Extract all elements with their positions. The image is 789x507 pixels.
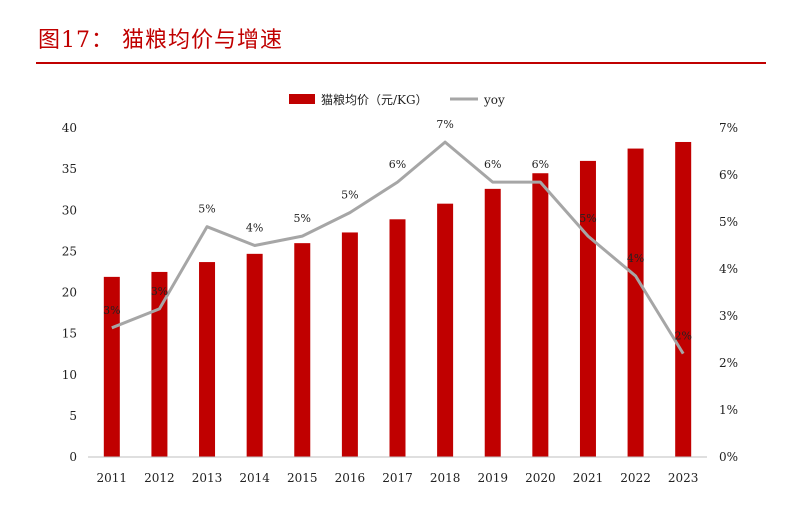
bar [484, 188, 501, 458]
x-axis-tick-label: 2011 [97, 471, 128, 485]
bar [675, 141, 692, 458]
bar [199, 262, 216, 457]
bar [579, 160, 596, 457]
bar [103, 276, 120, 457]
x-axis-tick-label: 2019 [477, 471, 508, 485]
x-axis-tick-label: 2021 [573, 471, 604, 485]
yoy-data-label: 6% [389, 158, 406, 171]
left-axis: 0 5 10 15 20 25 30 35 40 [62, 121, 77, 464]
x-axis-tick-label: 2023 [668, 471, 699, 485]
x-axis-tick-label: 2017 [382, 471, 413, 485]
x-axis-tick-label: 2022 [620, 471, 651, 485]
x-axis-tick-label: 2016 [335, 471, 366, 485]
yoy-data-label: 6% [484, 158, 501, 171]
legend-bar-label: 猫粮均价（元/KG） [321, 92, 428, 107]
left-axis-tick-label: 20 [62, 286, 77, 300]
yoy-data-label: 4% [627, 252, 644, 265]
left-axis-tick-label: 5 [69, 409, 77, 423]
bar [294, 243, 311, 457]
x-axis-tick-label: 2015 [287, 471, 318, 485]
bar [532, 173, 549, 458]
left-axis-tick-label: 0 [69, 450, 77, 464]
legend: 猫粮均价（元/KG） yoy [289, 92, 505, 107]
yoy-data-label: 4% [246, 222, 263, 235]
yoy-data-label: 3% [103, 304, 120, 317]
right-axis-tick-label: 0% [719, 450, 738, 464]
x-axis-tick-label: 2014 [239, 471, 270, 485]
yoy-line [111, 140, 685, 355]
bar [246, 253, 263, 457]
x-axis-tick-label: 2018 [430, 471, 461, 485]
yoy-data-label: 7% [436, 118, 453, 131]
left-axis-tick-label: 30 [62, 203, 77, 217]
yoy-data-label: 3% [151, 285, 168, 298]
right-axis-tick-label: 2% [719, 356, 738, 370]
x-axis-tick-label: 2013 [192, 471, 223, 485]
bar [627, 148, 644, 457]
yoy-data-label: 5% [579, 212, 596, 225]
bar-series [103, 141, 692, 458]
x-axis-labels: 2011 2012 2013 2014 2015 2016 2017 2018 2019 2020… [97, 471, 699, 485]
yoy-data-label: 6% [532, 158, 549, 171]
left-axis-tick-label: 25 [62, 244, 77, 258]
yoy-data-label: 2% [674, 330, 691, 343]
left-axis-tick-label: 35 [62, 162, 77, 176]
legend-line-label: yoy [483, 93, 505, 107]
yoy-data-label: 5% [198, 203, 215, 216]
yoy-data-label: 5% [341, 189, 358, 202]
bar [341, 232, 358, 457]
left-axis-tick-label: 10 [62, 368, 77, 382]
x-axis-tick-label: 2012 [144, 471, 175, 485]
bar [151, 271, 168, 457]
right-axis: 0% 1% 2% 3% 4% 5% 6% 7% [719, 121, 738, 464]
title-rule [36, 62, 766, 64]
right-axis-tick-label: 1% [719, 403, 738, 417]
yoy-data-label: 5% [294, 212, 311, 225]
legend-bar-swatch [289, 94, 315, 104]
right-axis-tick-label: 3% [719, 309, 738, 323]
x-axis-tick-label: 2020 [525, 471, 556, 485]
bar [389, 219, 406, 457]
right-axis-tick-label: 7% [719, 121, 738, 135]
figure-title: 图17： 猫粮均价与增速 [38, 28, 283, 53]
yoy-data-labels: 3% 3% 5% 4% 5% 5% 6% 7% 6% 6% 5% 4% 2% [103, 118, 692, 343]
right-axis-tick-label: 5% [719, 215, 738, 229]
right-axis-tick-label: 6% [719, 168, 738, 182]
left-axis-tick-label: 15 [62, 327, 77, 341]
bar [437, 203, 454, 457]
right-axis-tick-label: 4% [719, 262, 738, 276]
left-axis-tick-label: 40 [62, 121, 77, 135]
